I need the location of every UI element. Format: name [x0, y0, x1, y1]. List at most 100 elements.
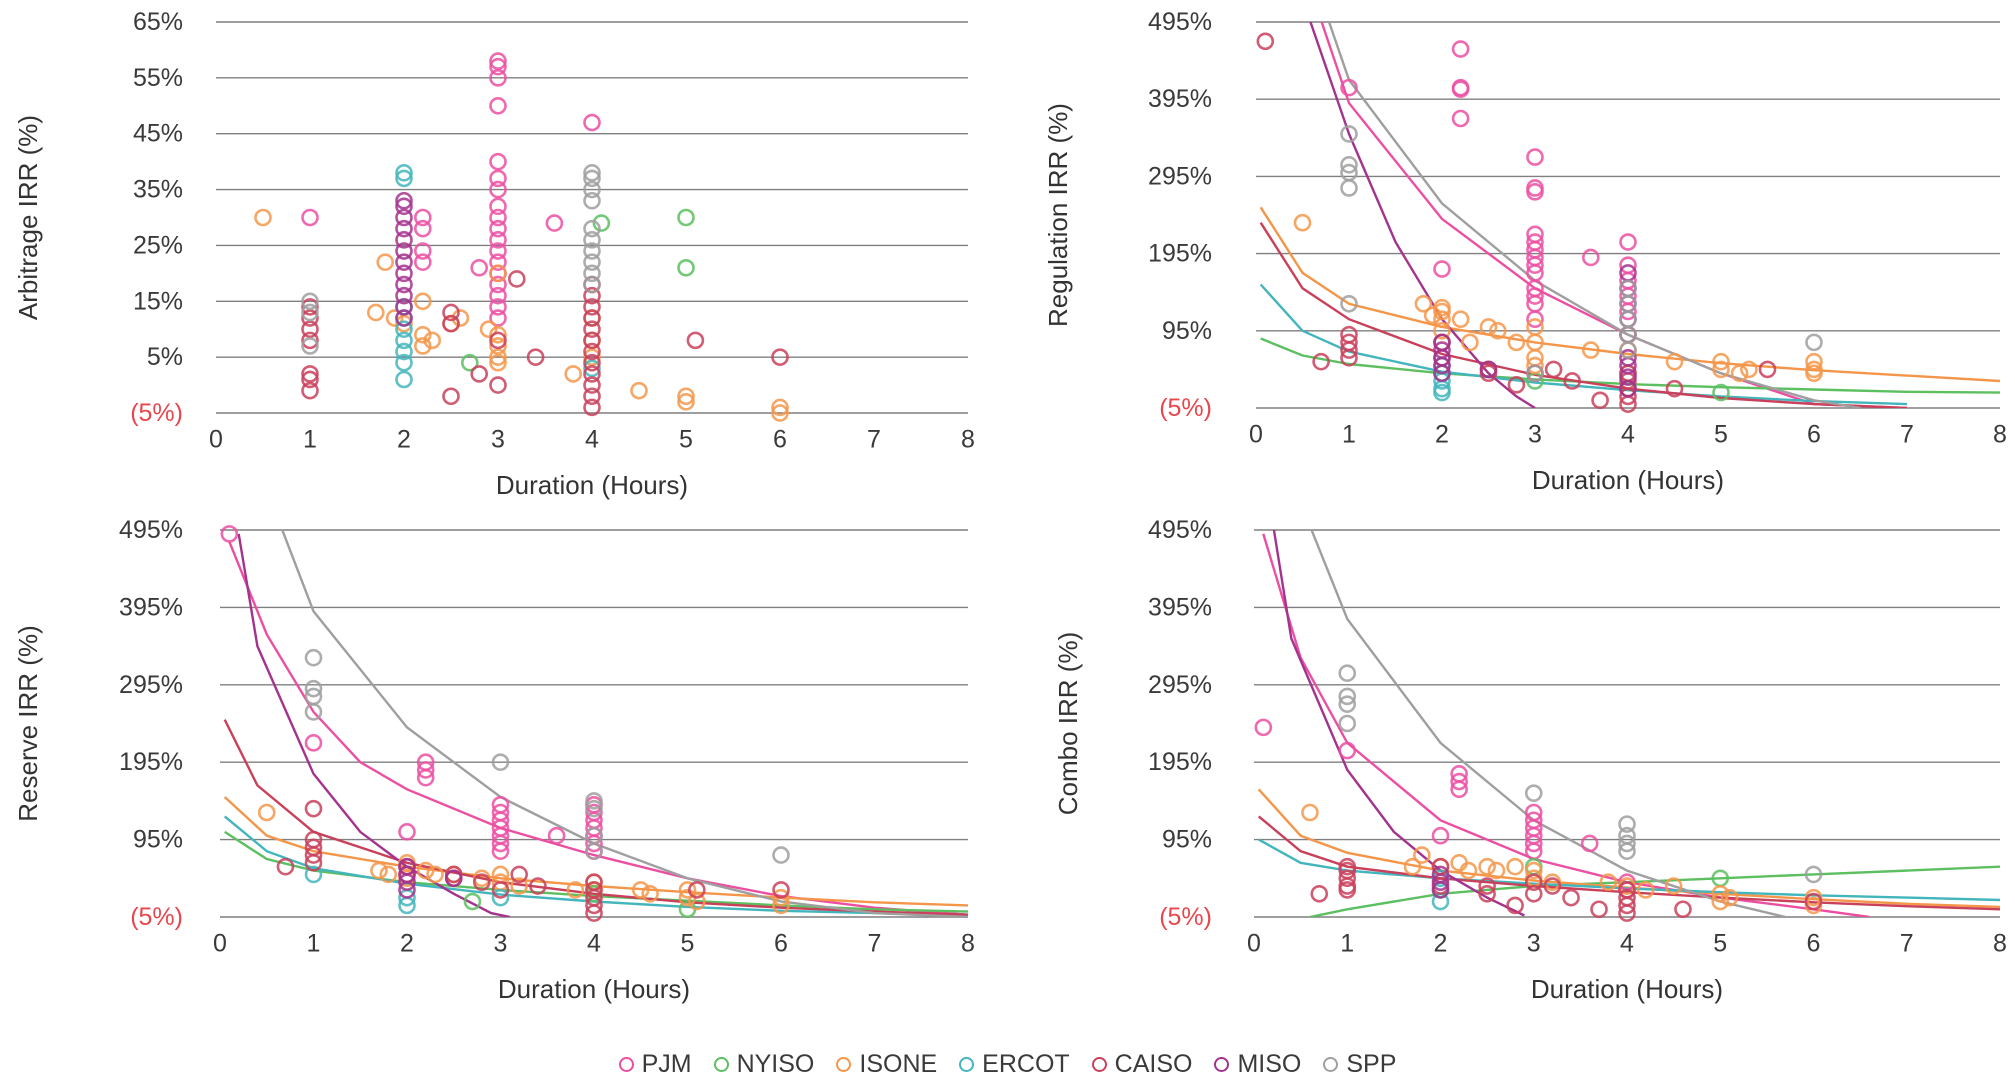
arbitrage-point-pjm	[489, 208, 507, 227]
combo-point-caiso	[1506, 896, 1524, 915]
arbitrage-point-pjm	[489, 253, 507, 271]
legend-item-caiso: CAISO	[1091, 1050, 1192, 1079]
arbitrage-point-miso	[395, 197, 413, 216]
combo-point-spp	[1618, 815, 1636, 833]
regulation-curve-spp	[1327, 22, 1861, 408]
arbitrage-point-pjm	[413, 242, 432, 260]
regulation-point-miso	[1433, 356, 1451, 375]
regulation-point-caiso	[1619, 387, 1637, 406]
arbitrage-x-tick-label: 4	[585, 426, 599, 454]
legend: PJM NYISO ISONE ERCOT CAISO MISO SPP	[0, 1048, 2015, 1080]
regulation-point-pjm	[1526, 287, 1544, 305]
combo-point-caiso	[1524, 873, 1543, 891]
regulation-point-isone	[1712, 352, 1730, 371]
reserve-point-spp	[772, 846, 790, 864]
combo-y-tick-label: 395%	[1148, 593, 1212, 621]
combo-x-tick-label: 3	[1527, 930, 1541, 958]
legend-item-spp: SPP	[1323, 1050, 1396, 1079]
arbitrage-panel: 65% 55% 45% 35% 25% 15% 5% (5%) 0 1 2 3 4 5 6 7 8 Duratio…	[13, 8, 975, 500]
legend-marker	[1323, 1056, 1339, 1072]
regulation-point-isone	[1712, 360, 1730, 379]
reserve-x-tick-label: 7	[868, 930, 882, 958]
combo-point-pjm	[1450, 772, 1468, 791]
combo-point-caiso	[1310, 884, 1329, 903]
combo-point-pjm	[1450, 780, 1468, 799]
reserve-point-spp	[491, 753, 510, 772]
reserve-point-spp	[304, 703, 323, 721]
arbitrage-point-pjm	[489, 309, 507, 327]
combo-point-isone	[1524, 861, 1543, 880]
regulation-point-isone	[1293, 213, 1312, 232]
regulation-point-pjm	[1526, 148, 1544, 166]
arbitrage-point-pjm	[489, 57, 507, 76]
regulation-x-axis-title: Duration (Hours)	[1532, 465, 1724, 495]
combo-point-isone	[1664, 877, 1683, 895]
regulation-curve-caiso	[1259, 222, 1908, 408]
arbitrage-point-caiso	[301, 381, 319, 400]
regulation-x-tick-label: 7	[1900, 421, 1914, 449]
combo-curve-isone	[1257, 788, 2000, 909]
arbitrage-point-miso	[395, 208, 413, 227]
regulation-point-isone	[1805, 364, 1823, 383]
arbitrage-point-caiso	[583, 286, 601, 305]
regulation-x-tick-label: 0	[1249, 421, 1263, 449]
arbitrage-point-pjm	[489, 197, 507, 216]
arbitrage-point-pjm	[489, 96, 507, 115]
regulation-x-tick-label: 1	[1342, 421, 1356, 449]
arbitrage-point-isone	[376, 253, 395, 271]
reserve-point-caiso	[585, 904, 603, 922]
reserve-curve-spp	[281, 530, 968, 917]
combo-panel: 495% 395% 295% 195% 95% (5%) 0 1 2 3 4 5 6 7 8 Duration…	[1053, 516, 2007, 1004]
legend-marker	[618, 1056, 634, 1072]
reserve-x-tick-label: 1	[307, 930, 321, 958]
regulation-point-pjm	[1451, 80, 1470, 98]
arbitrage-point-spp	[301, 303, 319, 322]
arbitrage-point-pjm	[470, 258, 489, 277]
arbitrage-point-spp	[583, 191, 601, 210]
arbitrage-point-isone	[413, 325, 432, 344]
regulation-y-tick-label: 195%	[1148, 240, 1212, 268]
arbitrage-point-spp	[583, 264, 601, 283]
combo-point-caiso	[1338, 869, 1357, 888]
legend-label: NYISO	[736, 1049, 815, 1078]
regulation-point-isone	[1805, 352, 1823, 371]
arbitrage-point-isone	[413, 337, 432, 355]
regulation-point-spp	[1340, 156, 1358, 174]
arbitrage-point-spp	[583, 275, 601, 294]
combo-point-pjm	[1580, 834, 1599, 853]
reserve-point-caiso	[304, 799, 323, 818]
regulation-point-miso	[1433, 364, 1451, 383]
reserve-point-isone	[566, 881, 585, 899]
combo-point-isone	[1711, 892, 1730, 911]
reserve-x-tick-label: 0	[213, 930, 227, 958]
combo-y-tick-label: 95%	[1162, 826, 1212, 854]
reserve-point-isone	[257, 803, 276, 822]
regulation-panel: 495% 395% 295% 195% 95% (5%) 0 1 2 3 4 5 6 7 8 Duration…	[1043, 8, 2007, 495]
reserve-point-isone	[426, 865, 444, 884]
regulation-y-axis-title: Regulation IRR (%)	[1043, 103, 1073, 327]
reserve-y-tick-label: 195%	[119, 748, 183, 776]
combo-point-spp	[1618, 842, 1636, 861]
arbitrage-point-spp	[583, 219, 601, 238]
arbitrage-point-miso	[395, 298, 413, 316]
arbitrage-point-isone	[489, 325, 507, 344]
regulation-y-tick-label: (5%)	[1159, 394, 1212, 422]
arbitrage-x-axis-title: Duration (Hours)	[496, 470, 688, 500]
regulation-curve-isone	[1259, 206, 2000, 383]
reserve-point-caiso	[276, 857, 295, 876]
legend-item-nyiso: NYISO	[713, 1049, 815, 1079]
arbitrage-point-caiso	[583, 387, 601, 406]
regulation-x-tick-label: 8	[1993, 421, 2007, 449]
combo-y-tick-label: 495%	[1148, 516, 1212, 544]
reserve-point-isone	[379, 865, 398, 884]
regulation-point-caiso	[1340, 349, 1358, 367]
regulation-point-caiso	[1544, 360, 1563, 379]
arbitrage-point-caiso	[583, 376, 601, 394]
arbitrage-point-isone	[451, 309, 470, 327]
arbitrage-x-tick-label: 3	[491, 426, 505, 454]
regulation-point-isone	[1414, 294, 1433, 313]
combo-x-tick-label: 8	[1993, 930, 2007, 958]
arbitrage-point-pjm	[413, 219, 432, 238]
reserve-point-isone	[772, 888, 790, 907]
